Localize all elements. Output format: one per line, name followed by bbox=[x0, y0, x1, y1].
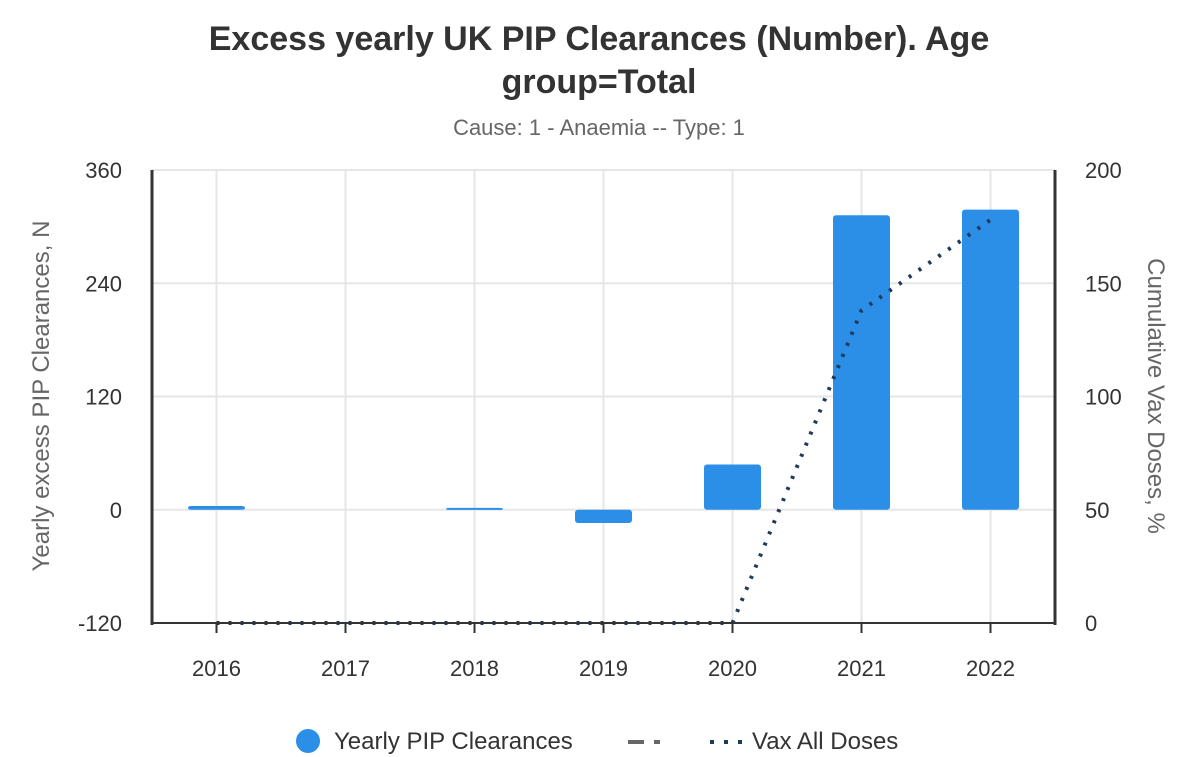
y2-tick-label: 150 bbox=[1085, 271, 1122, 296]
legend-bar-label: Yearly PIP Clearances bbox=[334, 728, 573, 755]
grid bbox=[152, 169, 1055, 624]
y-tick-label: 0 bbox=[110, 498, 122, 523]
y2-tick-label: 100 bbox=[1085, 385, 1122, 410]
bar-2019 bbox=[575, 509, 632, 523]
bar-2016 bbox=[188, 505, 245, 510]
x-tick-label: 2022 bbox=[966, 656, 1015, 681]
x-tick-label: 2017 bbox=[321, 656, 370, 681]
tick-labels: 360 240 120 0 -120 200 150 100 50 0 2016 2017 2018 20… bbox=[78, 158, 1122, 681]
bar-2022 bbox=[962, 209, 1019, 510]
y-tick-label: 240 bbox=[85, 271, 122, 296]
axes bbox=[150, 170, 1057, 633]
y2-tick-label: 0 bbox=[1085, 611, 1097, 636]
legend-vax-label: Vax All Doses bbox=[752, 728, 898, 755]
legend-bar-marker bbox=[296, 729, 320, 753]
bar-2018 bbox=[446, 507, 503, 510]
x-tick-label: 2018 bbox=[450, 656, 499, 681]
legend-dot bbox=[738, 740, 742, 744]
chart-title-line-1: Excess yearly UK PIP Clearances (Number)… bbox=[209, 20, 990, 58]
y2-tick-label: 200 bbox=[1085, 158, 1122, 183]
y2-tick-label: 50 bbox=[1085, 498, 1109, 523]
legend-vax-marker bbox=[710, 740, 742, 744]
chart-title-line-2: group=Total bbox=[502, 63, 697, 101]
x-tick-label: 2021 bbox=[837, 656, 886, 681]
chart-subtitle: Cause: 1 - Anaemia -- Type: 1 bbox=[453, 115, 745, 140]
bar-2021 bbox=[833, 215, 890, 510]
y-tick-label: 360 bbox=[85, 158, 122, 183]
y2-axis-title: Cumulative Vax Doses, % bbox=[1142, 258, 1169, 534]
y-tick-label: -120 bbox=[78, 611, 122, 636]
x-tick-label: 2019 bbox=[579, 656, 628, 681]
x-tick-label: 2020 bbox=[708, 656, 757, 681]
y-axis-title: Yearly excess PIP Clearances, N bbox=[28, 221, 55, 572]
bars bbox=[188, 209, 1019, 523]
x-tick-label: 2016 bbox=[192, 656, 241, 681]
legend: Yearly PIP Clearances Vax All Doses bbox=[296, 728, 898, 755]
y-tick-label: 120 bbox=[85, 385, 122, 410]
legend-dot bbox=[710, 740, 714, 744]
legend-dot bbox=[724, 740, 728, 744]
bar-2020 bbox=[704, 464, 761, 510]
